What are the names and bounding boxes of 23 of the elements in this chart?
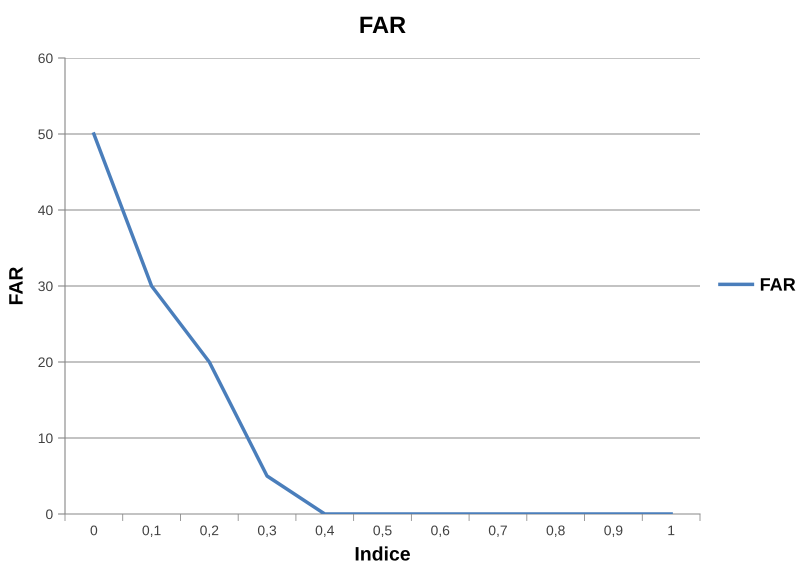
x-tick-label: 0,9 <box>604 525 622 537</box>
chart-title: FAR <box>360 16 406 33</box>
x-tick-label: 0,5 <box>373 525 392 537</box>
x-tick-label: 0,1 <box>142 525 161 537</box>
x-axis-title: Indice <box>356 546 410 561</box>
x-tick-label: 0,2 <box>200 525 218 537</box>
y-tick-label: 60 <box>38 53 53 64</box>
x-tick-label: 0 <box>90 525 98 536</box>
y-tick-label: 40 <box>38 205 53 216</box>
y-tick-label: 20 <box>38 357 53 368</box>
x-tick-label: 0,7 <box>488 525 507 537</box>
y-tick-label: 0 <box>46 509 53 520</box>
x-tick-label: 1 <box>668 526 674 536</box>
y-axis-title: FAR <box>9 266 23 304</box>
y-tick-label: 30 <box>38 281 53 292</box>
line-series <box>92 132 673 514</box>
x-tick-label: 0,8 <box>546 525 565 537</box>
x-tick-label: 0,6 <box>431 525 450 537</box>
legend-label: FAR <box>760 278 796 291</box>
y-tick-label: 10 <box>38 433 53 444</box>
x-tick-label: 0,4 <box>316 525 334 537</box>
y-tick-label: 50 <box>38 129 53 140</box>
x-tick-label: 0,3 <box>258 525 276 537</box>
